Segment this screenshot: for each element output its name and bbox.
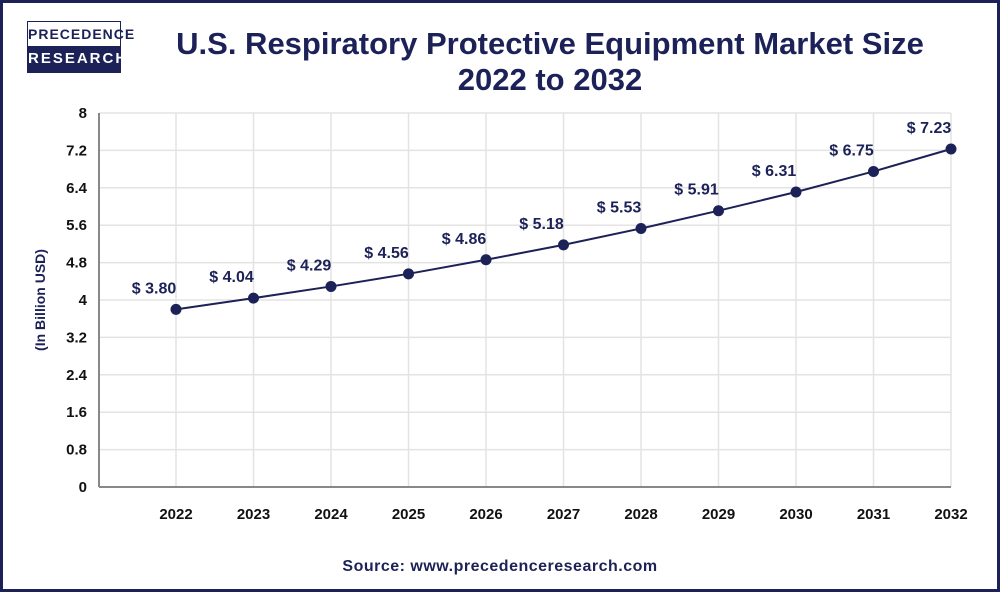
data-label: $ 6.75 xyxy=(829,142,874,159)
x-tick-label: 2022 xyxy=(159,506,192,523)
x-tick-label: 2032 xyxy=(934,506,967,523)
data-point xyxy=(868,165,879,177)
y-tick-label: 2.4 xyxy=(66,367,88,384)
data-label: $ 4.56 xyxy=(364,245,409,262)
y-tick-label: 1.6 xyxy=(66,404,87,421)
data-label: $ 3.80 xyxy=(132,280,177,297)
y-tick-label: 0.8 xyxy=(66,442,87,459)
logo: PRECEDENCE RESEARCH xyxy=(27,21,136,73)
data-label: $ 7.23 xyxy=(907,120,952,137)
data-label: $ 4.86 xyxy=(442,231,487,248)
chart-title-line2: 2022 to 2032 xyxy=(457,62,643,97)
data-point xyxy=(325,280,337,292)
x-tick-label: 2030 xyxy=(779,506,812,523)
logo-top: PRECEDENCE xyxy=(28,26,136,42)
x-tick-label: 2026 xyxy=(469,506,502,523)
data-point xyxy=(248,292,259,304)
y-tick-label: 4 xyxy=(79,292,88,309)
data-point xyxy=(713,205,724,217)
x-tick-label: 2028 xyxy=(624,506,657,523)
y-axis-label: (In Billion USD) xyxy=(32,249,48,351)
source-note: Source: www.precedenceresearch.com xyxy=(342,558,658,575)
y-tick-label: 4.8 xyxy=(66,255,87,272)
y-tick-label: 6.4 xyxy=(66,180,88,197)
data-label: $ 5.18 xyxy=(519,216,564,233)
logo-bottom: RESEARCH xyxy=(28,46,126,72)
data-point xyxy=(558,239,569,251)
y-tick-label: 0 xyxy=(79,479,87,496)
data-label: $ 6.31 xyxy=(752,163,797,180)
y-tick-label: 7.2 xyxy=(66,142,87,159)
x-tick-label: 2025 xyxy=(392,506,425,523)
y-tick-label: 3.2 xyxy=(66,329,87,346)
data-label: $ 5.53 xyxy=(597,199,642,216)
x-tick-label: 2029 xyxy=(702,506,735,523)
data-point xyxy=(403,268,414,280)
x-tick-label: 2023 xyxy=(237,506,270,523)
data-label: $ 4.29 xyxy=(287,257,332,274)
data-label: $ 5.91 xyxy=(674,182,719,199)
data-label: $ 4.04 xyxy=(209,269,254,286)
data-point xyxy=(635,222,647,234)
x-tick-label: 2027 xyxy=(547,506,580,523)
data-point xyxy=(790,186,802,198)
data-point xyxy=(480,254,492,266)
x-tick-label: 2031 xyxy=(857,506,890,523)
data-point xyxy=(170,303,182,315)
y-tick-label: 5.6 xyxy=(66,217,87,234)
y-tick-label: 8 xyxy=(79,105,87,122)
chart-title-line1: U.S. Respiratory Protective Equipment Ma… xyxy=(176,26,924,61)
x-tick-label: 2024 xyxy=(314,506,348,523)
data-point xyxy=(945,143,957,155)
